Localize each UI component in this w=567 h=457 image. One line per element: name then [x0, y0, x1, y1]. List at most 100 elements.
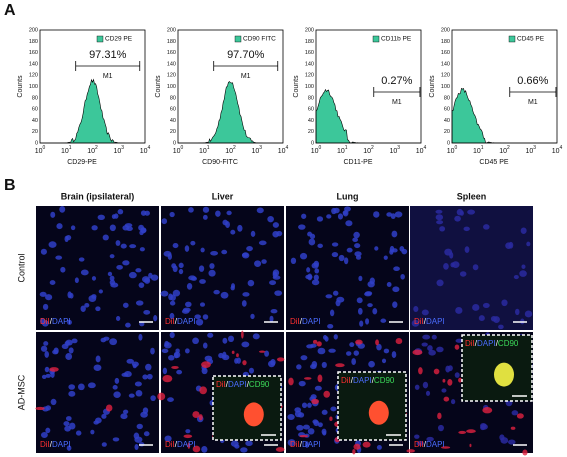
nucleus [121, 372, 129, 377]
tick-base: 10 [140, 148, 148, 155]
nucleus [125, 322, 131, 328]
nucleus [44, 350, 50, 358]
nucleus [120, 243, 127, 249]
nucleus [250, 230, 256, 237]
nucleus [101, 413, 107, 419]
nucleus [455, 338, 464, 343]
nucleus [274, 290, 283, 296]
nucleus [172, 265, 178, 273]
nucleus [160, 290, 169, 297]
stain-dii: DiI [341, 376, 351, 385]
nucleus [69, 292, 74, 299]
y-tick-label: 200 [167, 27, 176, 33]
y-axis-label: Counts [155, 75, 162, 98]
legend-swatch [234, 35, 242, 43]
tick-exponent: 1 [207, 145, 210, 151]
nucleus [391, 351, 397, 359]
y-tick-label: 180 [441, 39, 450, 45]
nucleus [483, 224, 490, 230]
nucleus [411, 319, 420, 327]
nucleus [272, 275, 281, 280]
nucleus [308, 238, 316, 246]
nucleus [90, 429, 95, 435]
nucleus [169, 331, 175, 339]
stain-label: DiI/DAPI [40, 317, 71, 326]
nucleus [128, 393, 135, 398]
nucleus [65, 339, 73, 346]
tick-exponent: 0 [181, 145, 184, 151]
stain-label: DiI/DAPI [165, 440, 196, 449]
y-tick-label: 100 [305, 84, 314, 90]
nucleus [115, 240, 121, 246]
nucleus [337, 213, 344, 220]
nucleus [297, 412, 305, 418]
nucleus [161, 218, 168, 225]
y-tick-label: 100 [167, 84, 176, 90]
nucleus [290, 257, 297, 265]
dii-cell [241, 330, 244, 339]
nucleus [70, 225, 76, 231]
dii-cell [510, 426, 516, 430]
nucleus [389, 245, 395, 253]
dii-cell [375, 339, 379, 346]
nucleus [394, 211, 403, 218]
dii-cell [329, 416, 333, 422]
y-tick-label: 160 [29, 50, 38, 56]
nucleus [45, 294, 53, 301]
tick-exponent: 1 [481, 145, 484, 151]
dii-cell [418, 367, 423, 375]
x-tick-label: 103 [113, 145, 124, 155]
y-tick-label: 60 [444, 107, 450, 113]
micrograph: DiI/DAPI [286, 206, 409, 330]
nucleus [511, 410, 519, 416]
nucleus [45, 427, 51, 434]
nucleus [150, 395, 156, 402]
tick-base: 10 [552, 148, 560, 155]
histogram [40, 78, 145, 144]
nucleus [240, 447, 248, 453]
nucleus [226, 210, 232, 216]
micrograph: DiI/DAPI [36, 206, 159, 330]
dii-cell [187, 442, 191, 449]
nucleus [128, 271, 137, 279]
nucleus [296, 364, 302, 370]
tick-base: 10 [173, 148, 181, 155]
nucleus [435, 214, 444, 221]
nucleus [124, 223, 133, 228]
x-tick-label: 102 [225, 145, 236, 155]
nucleus [294, 407, 302, 413]
tick-exponent: 0 [319, 145, 322, 151]
tick-base: 10 [389, 148, 397, 155]
nucleus [134, 381, 142, 387]
histogram-plot: CD90 FITC97.70%M102040608010012014016018… [155, 27, 289, 165]
dii-cell [157, 392, 166, 401]
dii-cell [105, 404, 113, 412]
stain-dii: DiI [290, 440, 300, 449]
y-tick-label: 80 [32, 95, 38, 101]
nucleus [508, 439, 516, 445]
nucleus [521, 264, 526, 269]
nucleus [367, 303, 373, 308]
nucleus [342, 210, 348, 215]
dii-cell [231, 350, 235, 354]
stain-dii: DiI [40, 440, 50, 449]
tick-exponent: 2 [233, 145, 236, 151]
y-tick-label: 40 [444, 118, 450, 124]
nucleus [386, 282, 392, 287]
y-tick-label: 200 [441, 27, 450, 33]
x-tick-label: 102 [363, 145, 374, 155]
x-tick-label: 100 [311, 145, 322, 155]
nucleus [472, 303, 480, 311]
stain-sep: / [50, 440, 53, 449]
nucleus [65, 235, 72, 241]
legend-swatch [508, 35, 516, 43]
tick-base: 10 [278, 148, 286, 155]
nucleus [316, 216, 324, 222]
x-tick-label: 101 [473, 145, 484, 155]
nucleus [351, 358, 356, 366]
nucleus [71, 338, 78, 344]
dii-cell [317, 374, 323, 383]
nucleus [134, 443, 139, 450]
nucleus [167, 397, 174, 403]
nucleus [77, 383, 85, 391]
